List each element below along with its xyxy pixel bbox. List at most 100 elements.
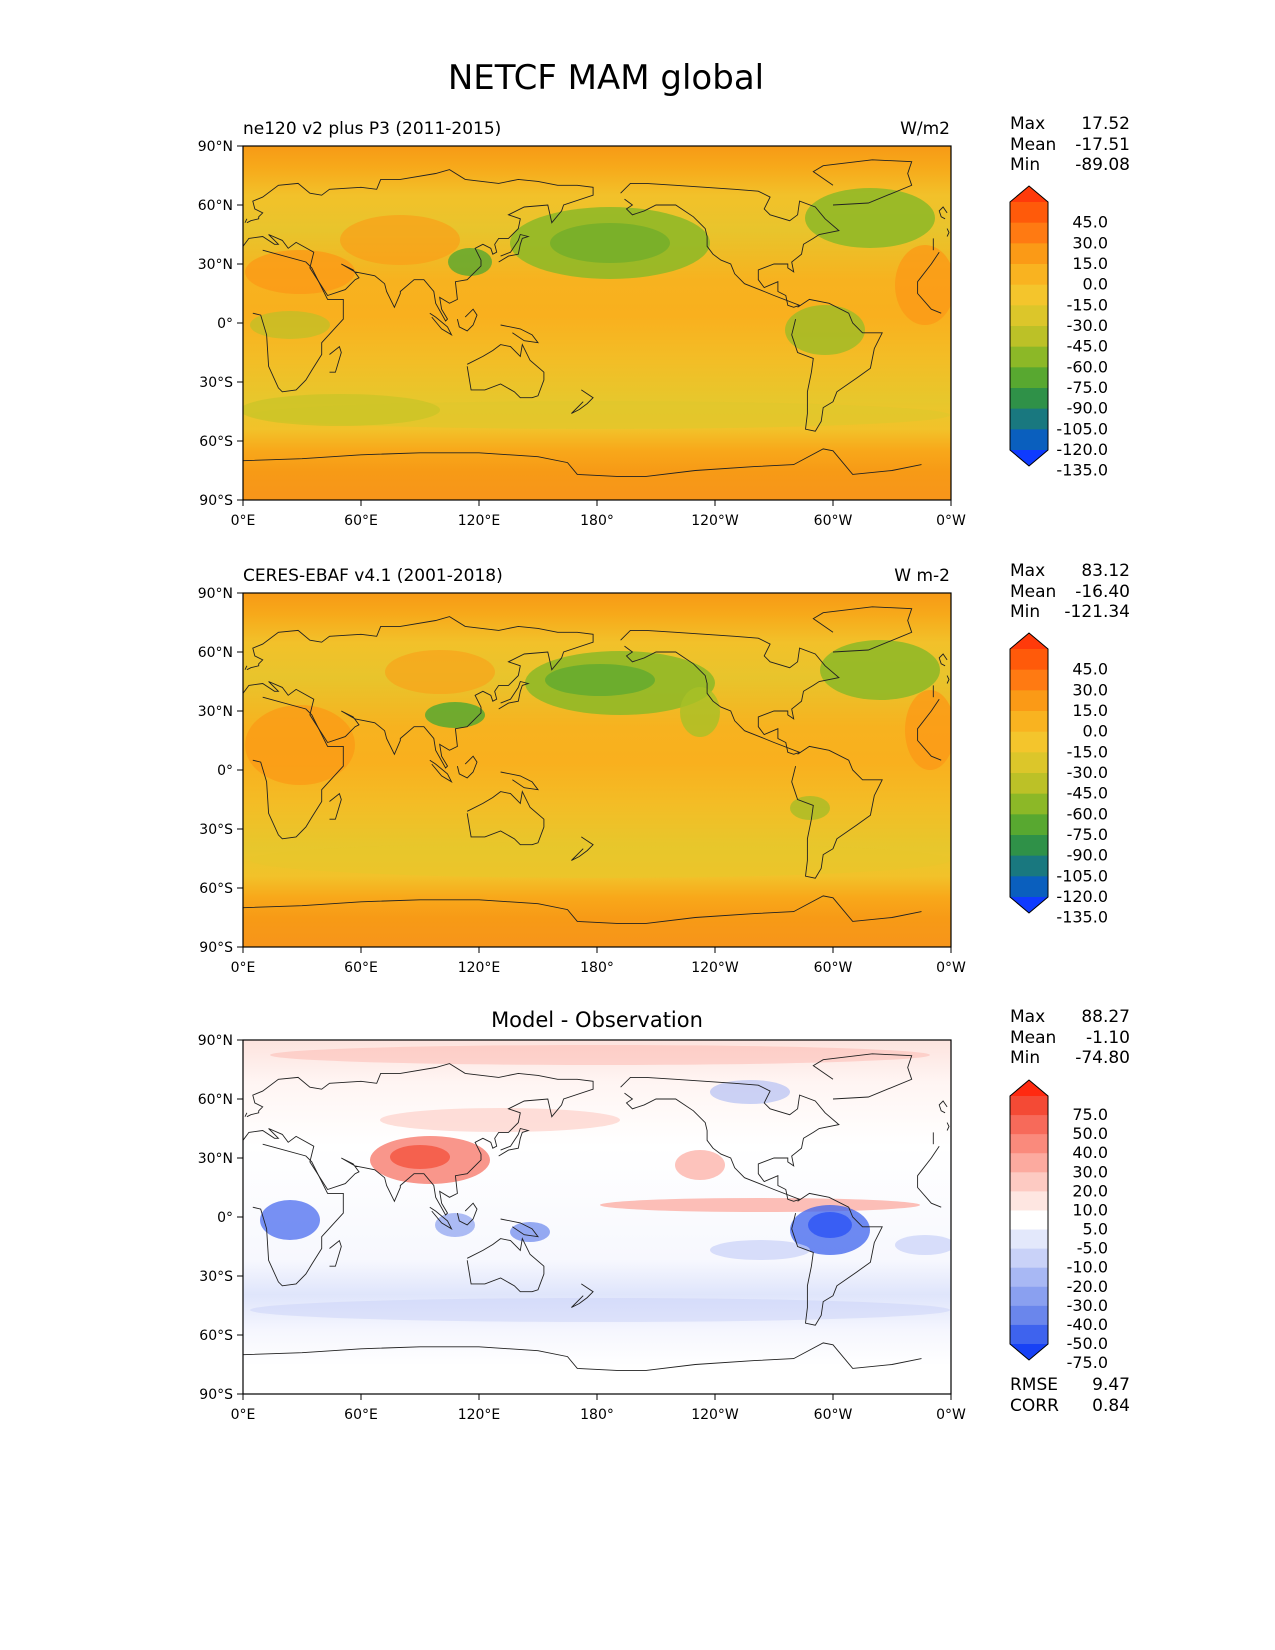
- colorbar-label: 50.0: [1072, 1124, 1108, 1143]
- stat-label: Mean: [1010, 135, 1056, 155]
- lat-tick-label: 60°S: [199, 434, 233, 450]
- lat-tick-label: 90°S: [199, 1387, 233, 1403]
- colorbar-label: 45.0: [1072, 660, 1108, 679]
- colorbar-label: -60.0: [1067, 804, 1108, 823]
- coastline: [812, 159, 913, 206]
- colorbar-extend-max: [1010, 186, 1048, 202]
- colorbar-label: -60.0: [1067, 357, 1108, 376]
- stat-value: -74.80: [1075, 1048, 1130, 1068]
- lon-tick-label: 0°E: [231, 1407, 256, 1423]
- colorbar-outline: [1009, 185, 1049, 467]
- map-axes: 90°N 60°N 30°N 0° 30°S 60°S 90°S 0°E 60°E 120°E 18…: [198, 586, 966, 976]
- lon-tick-label: 120°E: [458, 960, 501, 976]
- coastline: [938, 653, 948, 667]
- colorbar-label: -30.0: [1067, 1296, 1108, 1315]
- coastline: [791, 745, 883, 879]
- coastline: [243, 448, 922, 477]
- coastline: [791, 1192, 883, 1326]
- lat-tick-label: 90°N: [198, 1033, 233, 1049]
- coastline: [620, 1076, 840, 1202]
- colorbar-label: -45.0: [1067, 784, 1108, 803]
- panel-diff: Model - Observation 90°N 60°N 30°N 0° 30°S 60…: [198, 1007, 1130, 1423]
- colorbar-band: [1010, 1134, 1048, 1154]
- coastline: [938, 1100, 948, 1114]
- lat-tick-label: 60°S: [199, 1328, 233, 1344]
- colorbar-band: [1010, 773, 1048, 795]
- colorbar-band: [1010, 814, 1048, 836]
- stats-block: Max 88.27 Mean -1.10 Min -74.80: [1010, 1007, 1130, 1068]
- coastline: [500, 324, 540, 344]
- colorbar-band: [1010, 690, 1048, 712]
- colorbar-label: 45.0: [1072, 213, 1108, 232]
- coastline: [429, 1206, 453, 1230]
- coastline: [500, 1218, 540, 1238]
- coastline: [252, 249, 344, 393]
- colorbar-band: [1010, 793, 1048, 815]
- colorbar-band: [1010, 388, 1048, 410]
- stat-label: Min: [1010, 1048, 1040, 1068]
- coastline: [466, 343, 545, 399]
- coastline: [466, 1237, 545, 1293]
- colorbar-band: [1010, 649, 1048, 671]
- colorbar-band: [1010, 1210, 1048, 1231]
- colorbar-band: [1010, 835, 1048, 857]
- map-field: [243, 1040, 951, 1394]
- colorbar-band: [1010, 1267, 1048, 1288]
- colorbar-label: 20.0: [1072, 1181, 1108, 1200]
- lon-tick-label: 60°E: [344, 513, 378, 529]
- coastline: [456, 1202, 478, 1226]
- stat-label: Max: [1010, 114, 1045, 134]
- lon-tick-label: 0°W: [936, 1407, 966, 1423]
- colorbar-band: [1010, 408, 1048, 430]
- colorbar-band: [1010, 264, 1048, 286]
- stat-label: Max: [1010, 561, 1045, 581]
- stat-value: -89.08: [1075, 155, 1130, 175]
- coastline: [620, 629, 840, 755]
- stat-label: Mean: [1010, 1028, 1056, 1048]
- figure-title: NETCF MAM global: [448, 58, 764, 98]
- lon-tick-label: 0°W: [936, 960, 966, 976]
- colorbar-label: 30.0: [1072, 233, 1108, 252]
- coastline: [917, 698, 942, 761]
- colorbar-label: -120.0: [1056, 887, 1108, 906]
- corr-value: 0.84: [1092, 1396, 1130, 1416]
- colorbar-label: 40.0: [1072, 1143, 1108, 1162]
- lon-tick-label: 120°W: [691, 513, 739, 529]
- coastline: [620, 182, 840, 308]
- rmse-value: 9.47: [1092, 1375, 1130, 1395]
- colorbar-band: [1010, 1305, 1048, 1326]
- coastline: [946, 1122, 950, 1131]
- colorbar-outline: [1009, 1079, 1049, 1361]
- colorbar-label: 0.0: [1083, 275, 1108, 294]
- lon-tick-label: 60°E: [344, 1407, 378, 1423]
- panel-units: W m-2: [894, 566, 950, 586]
- coastline: [244, 218, 248, 223]
- coastline: [243, 895, 922, 924]
- colorbar-label: -5.0: [1077, 1239, 1108, 1258]
- colorbar-band: [1010, 752, 1048, 774]
- colorbar-band: [1010, 1115, 1048, 1135]
- lon-tick-label: 180°: [580, 960, 614, 976]
- panel-center-title: Model - Observation: [491, 1008, 703, 1032]
- coastline: [571, 1283, 594, 1308]
- colorbar-label: 30.0: [1072, 680, 1108, 699]
- colorbar-band: [1010, 346, 1048, 368]
- colorbar-label: 30.0: [1072, 1162, 1108, 1181]
- coastline: [498, 680, 530, 710]
- colorbar-band: [1010, 429, 1048, 451]
- lon-tick-label: 0°E: [231, 513, 256, 529]
- lat-tick-label: 30°S: [199, 1269, 233, 1285]
- coastline: [938, 206, 948, 220]
- coastline: [243, 1063, 594, 1216]
- coastline: [791, 298, 883, 432]
- colorbar-label: -105.0: [1056, 866, 1108, 885]
- coastline: [243, 1342, 922, 1371]
- map-field: [243, 146, 951, 500]
- lat-tick-label: 30°S: [199, 375, 233, 391]
- lon-tick-label: 60°W: [814, 960, 853, 976]
- lat-tick-label: 60°N: [198, 645, 233, 661]
- colorbar-extend-min: [1010, 450, 1048, 466]
- lat-tick-label: 30°N: [198, 257, 233, 273]
- colorbar-band: [1010, 202, 1048, 224]
- stat-value: 83.12: [1081, 561, 1130, 581]
